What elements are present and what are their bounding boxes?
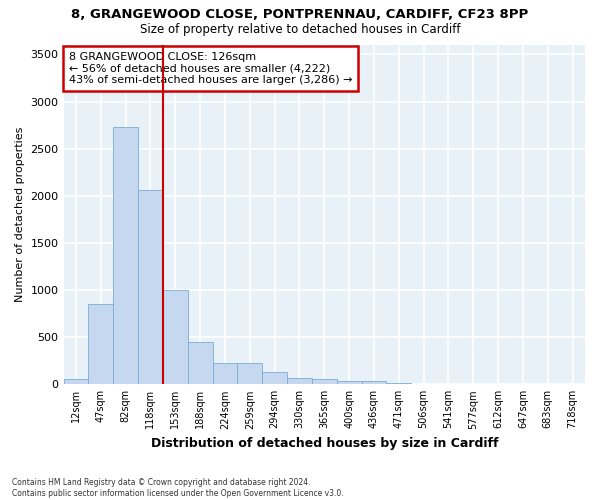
Bar (312, 379, 337, 384)
Bar (287, 378, 312, 384)
Bar (138, 190, 163, 384)
X-axis label: Distribution of detached houses by size in Cardiff: Distribution of detached houses by size … (151, 437, 498, 450)
Bar (88, 304, 113, 384)
Y-axis label: Number of detached properties: Number of detached properties (15, 127, 25, 302)
Bar (113, 127, 138, 384)
Bar (188, 342, 212, 384)
Bar (337, 382, 362, 384)
Text: 8 GRANGEWOOD CLOSE: 126sqm
← 56% of detached houses are smaller (4,222)
43% of s: 8 GRANGEWOOD CLOSE: 126sqm ← 56% of deta… (69, 52, 352, 85)
Bar (262, 372, 287, 384)
Text: 8, GRANGEWOOD CLOSE, PONTPRENNAU, CARDIFF, CF23 8PP: 8, GRANGEWOOD CLOSE, PONTPRENNAU, CARDIF… (71, 8, 529, 20)
Bar (212, 362, 238, 384)
Bar (238, 362, 262, 384)
Bar (163, 290, 188, 384)
Bar (64, 378, 88, 384)
Bar (362, 382, 386, 384)
Text: Size of property relative to detached houses in Cardiff: Size of property relative to detached ho… (140, 22, 460, 36)
Text: Contains HM Land Registry data © Crown copyright and database right 2024.
Contai: Contains HM Land Registry data © Crown c… (12, 478, 344, 498)
